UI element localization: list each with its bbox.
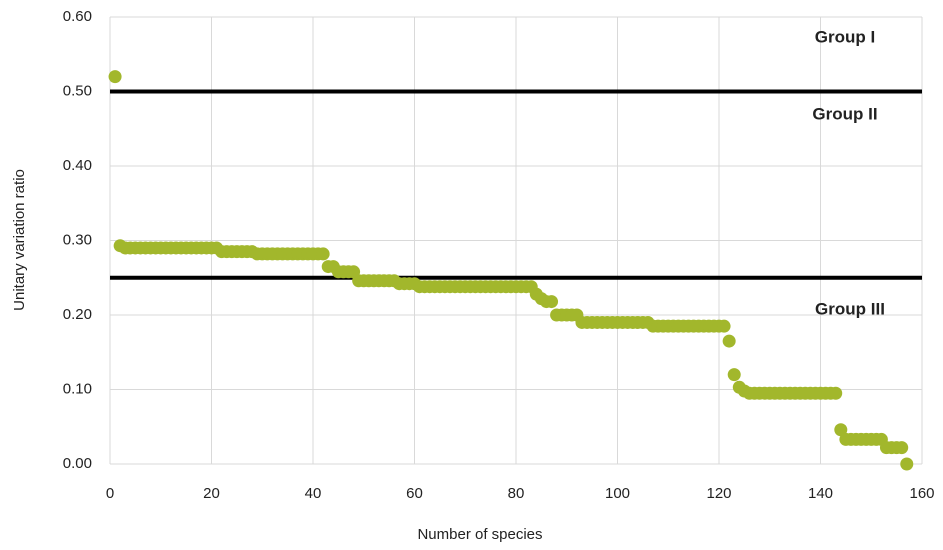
- point: [829, 386, 843, 400]
- point: [900, 457, 914, 471]
- y-tick-label: 0.10: [63, 380, 92, 397]
- point: [545, 295, 559, 309]
- annotation: Group I: [815, 27, 875, 46]
- point: [717, 319, 731, 333]
- point: [895, 441, 909, 455]
- x-tick-label: 60: [406, 485, 423, 502]
- y-tick-label: 0.60: [63, 8, 92, 25]
- x-tick-label: 0: [106, 485, 114, 502]
- point: [727, 368, 741, 382]
- y-tick-label: 0.40: [63, 157, 92, 174]
- x-tick-label: 20: [203, 485, 220, 502]
- y-tick-label: 0.50: [63, 82, 92, 99]
- point: [108, 70, 122, 84]
- x-tick-label: 40: [305, 485, 322, 502]
- x-tick-label: 140: [808, 485, 833, 502]
- x-axis-label: Number of species: [417, 526, 542, 543]
- x-tick-label: 100: [605, 485, 630, 502]
- point: [834, 423, 848, 437]
- annotation: Group III: [815, 299, 885, 318]
- y-tick-label: 0.30: [63, 231, 92, 248]
- x-tick-label: 120: [706, 485, 731, 502]
- annotation: Group II: [812, 104, 877, 123]
- y-axis-label: Unitary variation ratio: [11, 169, 28, 311]
- y-tick-label: 0.20: [63, 306, 92, 323]
- x-tick-label: 160: [909, 485, 934, 502]
- x-tick-label: 80: [508, 485, 525, 502]
- point: [316, 247, 330, 261]
- point: [722, 334, 736, 348]
- y-tick-label: 0.00: [63, 455, 92, 472]
